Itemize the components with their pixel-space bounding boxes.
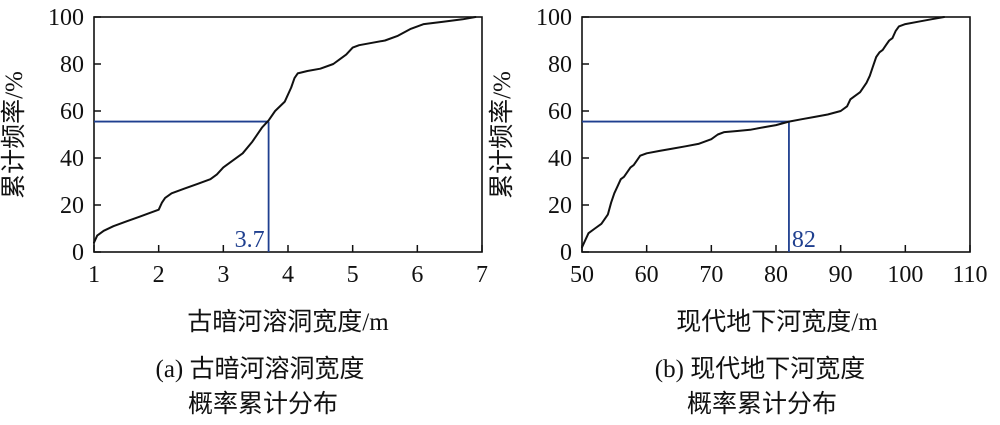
x-tick-label: 4 bbox=[282, 262, 294, 288]
x-tick-label: 80 bbox=[764, 262, 788, 288]
reference-value-label: 82 bbox=[792, 227, 816, 253]
x-axis-label: 现代地下河宽度/m bbox=[676, 308, 878, 336]
y-tick-label: 40 bbox=[60, 146, 84, 172]
x-tick-label: 60 bbox=[635, 262, 659, 288]
x-tick-label: 100 bbox=[887, 262, 923, 288]
x-tick-label: 6 bbox=[411, 262, 423, 288]
cumulative-frequency-line bbox=[581, 16, 946, 249]
cumulative-frequency-line bbox=[93, 16, 477, 244]
x-tick-label: 50 bbox=[570, 262, 594, 288]
x-axis-label: 古暗河溶洞宽度/m bbox=[187, 308, 389, 336]
x-tick-label: 70 bbox=[699, 262, 723, 288]
y-tick-label: 0 bbox=[72, 240, 84, 266]
panel-caption-line1: (b) 现代地下河宽度 bbox=[655, 355, 865, 383]
x-tick-label: 90 bbox=[829, 262, 853, 288]
x-tick-label: 5 bbox=[347, 262, 359, 288]
reference-value-label: 3.7 bbox=[235, 227, 265, 253]
plot-frame bbox=[93, 16, 483, 253]
x-tick-label: 110 bbox=[952, 262, 987, 288]
panel-caption-line1: (a) 古暗河溶洞宽度 bbox=[156, 355, 365, 383]
plot-frame bbox=[581, 16, 971, 253]
y-tick-label: 100 bbox=[536, 5, 572, 31]
y-tick-label: 20 bbox=[548, 193, 572, 219]
y-tick-label: 100 bbox=[48, 5, 84, 31]
x-tick-label: 2 bbox=[153, 262, 165, 288]
y-tick-label: 20 bbox=[60, 193, 84, 219]
y-tick-label: 0 bbox=[560, 240, 572, 266]
y-axis-label: 累计频率/% bbox=[488, 71, 516, 199]
x-tick-label: 1 bbox=[88, 262, 100, 288]
y-tick-label: 80 bbox=[548, 52, 572, 78]
y-tick-label: 80 bbox=[60, 52, 84, 78]
chart-panel-b: 累计频率/% 现代地下河宽度/m (b) 现代地下河宽度 概率累计分布 50 60… bbox=[488, 5, 988, 418]
panel-caption-line2: 概率累计分布 bbox=[687, 390, 837, 418]
x-tick-label: 3 bbox=[217, 262, 229, 288]
chart-panel-a: 累计频率/% 古暗河溶洞宽度/m (a) 古暗河溶洞宽度 概率累计分布 1 2 3 4… bbox=[0, 5, 488, 418]
x-tick-label: 7 bbox=[476, 262, 488, 288]
y-tick-label: 40 bbox=[548, 146, 572, 172]
y-axis-label: 累计频率/% bbox=[0, 71, 28, 199]
y-tick-label: 60 bbox=[60, 99, 84, 125]
panel-caption-line2: 概率累计分布 bbox=[188, 390, 338, 418]
y-tick-label: 60 bbox=[548, 99, 572, 125]
